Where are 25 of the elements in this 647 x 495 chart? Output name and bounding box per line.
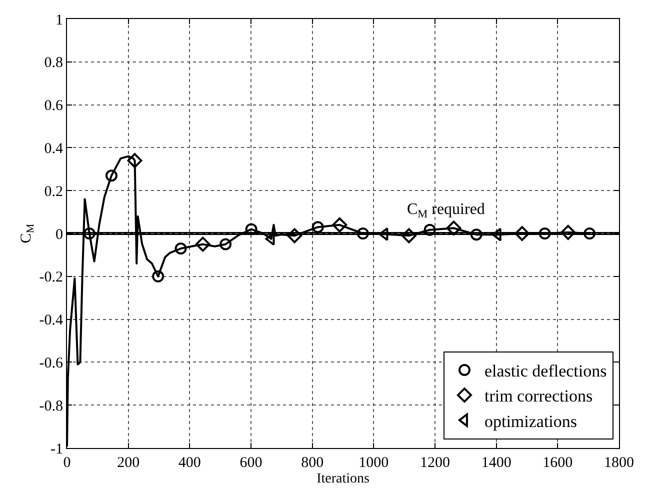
x-tick-label: 200 [117, 455, 140, 471]
legend-label: trim corrections [484, 386, 593, 406]
y-tick-label: -1 [50, 441, 63, 458]
y-tick-label: -0.2 [39, 270, 63, 286]
y-tick-label: -0.8 [39, 398, 63, 414]
x-tick-label: 800 [301, 455, 324, 471]
y-tick-label: -0.4 [39, 312, 64, 329]
legend-label: optimizations [484, 412, 578, 431]
x-tick-label: 1600 [542, 455, 573, 471]
y-tick-label: -0.6 [39, 355, 64, 372]
y-tick-label: 0.2 [44, 184, 63, 200]
y-tick-label: 0 [56, 226, 63, 243]
x-tick-label: 1400 [481, 455, 512, 471]
x-tick-label: 1800 [604, 455, 634, 471]
y-tick-label: 0.4 [44, 140, 64, 157]
x-tick-label: 1000 [358, 455, 389, 471]
x-axis-title: Iterations [316, 471, 370, 486]
y-tick-label: 0.8 [44, 55, 63, 72]
x-tick-label: 400 [178, 455, 201, 471]
x-tick-label: 1200 [420, 455, 450, 471]
y-tick-label: 1 [56, 12, 63, 28]
x-tick-label: 600 [240, 455, 262, 471]
y-tick-label: 0.6 [44, 98, 64, 114]
ref-line-label: C$_{M}$ required [407, 201, 485, 220]
legend-label: elastic deflections [484, 362, 607, 381]
